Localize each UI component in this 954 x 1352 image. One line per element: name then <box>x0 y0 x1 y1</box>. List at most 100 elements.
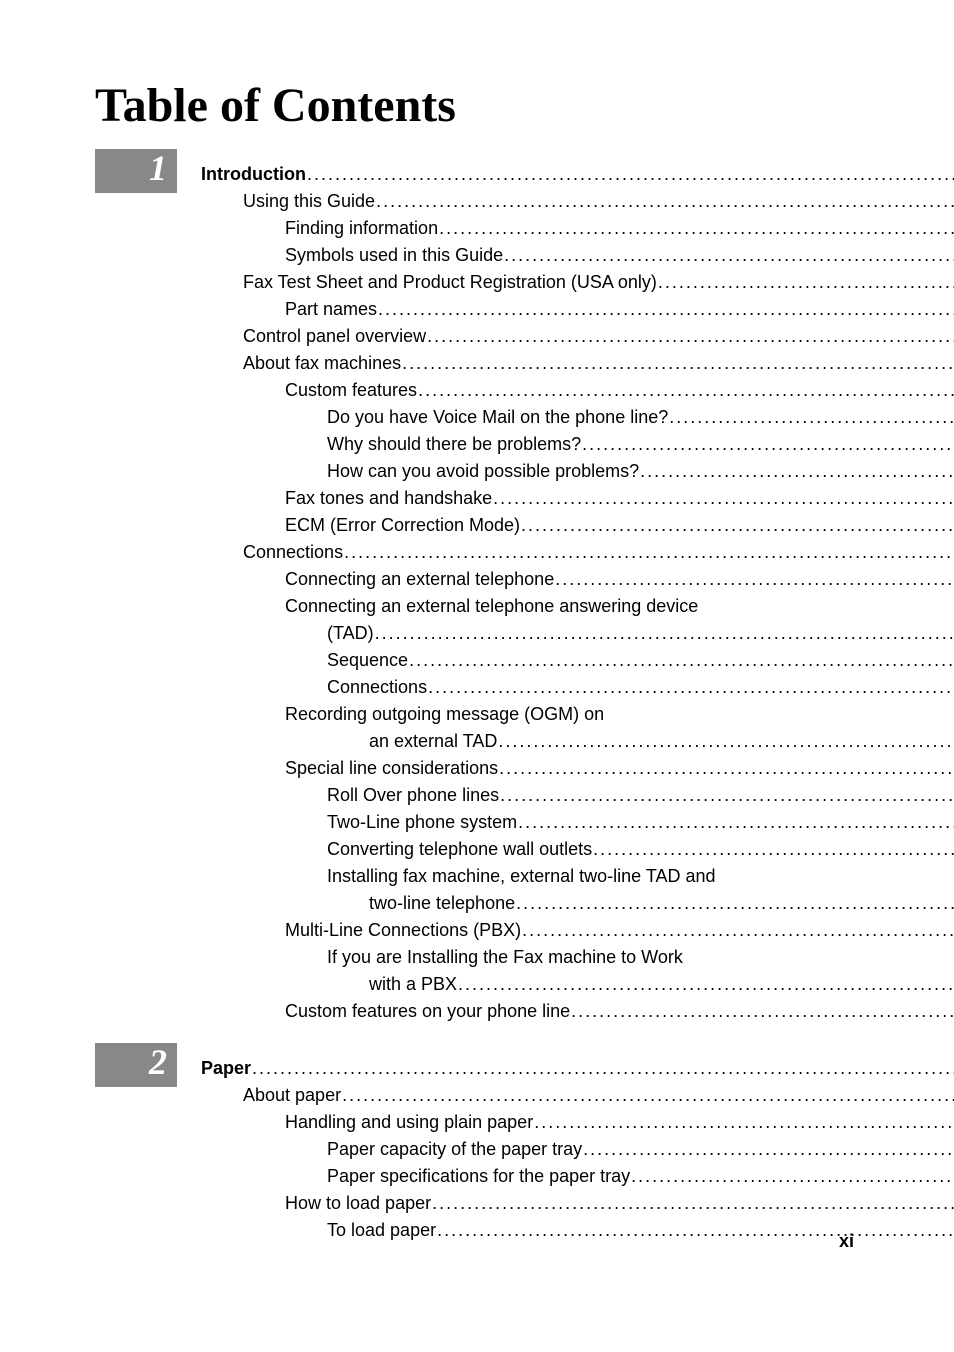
toc-entry: an external TAD 1-11 <box>201 728 954 755</box>
toc-leader-dots <box>498 728 954 755</box>
toc-entry: Special line considerations 1-12 <box>201 755 954 782</box>
toc-leader-dots <box>378 296 954 323</box>
toc-entry-label: Symbols used in this Guide <box>285 242 503 269</box>
document-page: Table of Contents 1Introduction 1-1Using… <box>0 0 954 1244</box>
toc-container: 1Introduction 1-1Using this Guide 1-1Fin… <box>95 149 859 1244</box>
toc-entry-label: ECM (Error Correction Mode) <box>285 512 520 539</box>
toc-leader-dots <box>427 323 954 350</box>
toc-entry: ECM (Error Correction Mode) 1-7 <box>201 512 954 539</box>
toc-entry-label: Finding information <box>285 215 438 242</box>
toc-leader-dots <box>418 377 954 404</box>
toc-entry-label: Custom features on your phone line <box>285 998 570 1025</box>
toc-entry: Do you have Voice Mail on the phone line… <box>201 404 954 431</box>
toc-entry-label: an external TAD <box>369 728 497 755</box>
toc-entry-label: About paper <box>243 1082 341 1109</box>
toc-entry: Two-Line phone system 1-12 <box>201 809 954 836</box>
toc-entry: Finding information 1-1 <box>201 215 954 242</box>
toc-entry: Recording outgoing message (OGM) on <box>201 701 954 728</box>
toc-leader-dots <box>631 1163 954 1190</box>
toc-entry: Installing fax machine, external two-lin… <box>201 863 954 890</box>
toc-entry: with a PBX 1-14 <box>201 971 954 998</box>
toc-leader-dots <box>402 350 954 377</box>
toc-entry: Sequence 1-9 <box>201 647 954 674</box>
toc-entry: Fax Test Sheet and Product Registration … <box>201 269 954 296</box>
toc-entry: Roll Over phone lines 1-12 <box>201 782 954 809</box>
toc-entry: Paper specifications for the paper tray … <box>201 1163 954 1190</box>
toc-leader-dots <box>432 1190 954 1217</box>
toc-leader-dots <box>583 1136 954 1163</box>
toc-leader-dots <box>593 836 954 863</box>
chapter-number: 2 <box>149 1041 167 1083</box>
toc-entry: Fax tones and handshake 1-7 <box>201 485 954 512</box>
toc-leader-dots <box>409 647 954 674</box>
toc-leader-dots <box>493 485 954 512</box>
toc-leader-dots <box>252 1055 954 1082</box>
chapter-block: 1Introduction 1-1Using this Guide 1-1Fin… <box>95 149 859 1025</box>
toc-entry-label: Converting telephone wall outlets <box>327 836 592 863</box>
toc-entry-label: with a PBX <box>369 971 457 998</box>
toc-entry-label: Introduction <box>201 161 306 188</box>
toc-entry: Connecting an external telephone 1-8 <box>201 566 954 593</box>
toc-list: Introduction 1-1Using this Guide 1-1Find… <box>201 149 954 1025</box>
toc-entry-label: Paper capacity of the paper tray <box>327 1136 582 1163</box>
toc-entry-label: Fax tones and handshake <box>285 485 492 512</box>
toc-leader-dots <box>534 1109 954 1136</box>
toc-entry: Converting telephone wall outlets 1-12 <box>201 836 954 863</box>
toc-entry-label: Handling and using plain paper <box>285 1109 533 1136</box>
toc-entry: Connections 1-10 <box>201 674 954 701</box>
toc-entry-label: Recording outgoing message (OGM) on <box>285 701 604 728</box>
toc-entry-label: Roll Over phone lines <box>327 782 499 809</box>
toc-leader-dots <box>582 431 954 458</box>
toc-leader-dots <box>342 1082 954 1109</box>
toc-entry-label: Sequence <box>327 647 408 674</box>
chapter-badge: 1 <box>95 149 177 193</box>
toc-entry-label: two-line telephone <box>369 890 515 917</box>
toc-entry-label: If you are Installing the Fax machine to… <box>327 944 683 971</box>
toc-entry: Introduction 1-1 <box>201 161 954 188</box>
toc-entry-label: Connections <box>243 539 343 566</box>
toc-leader-dots <box>522 917 954 944</box>
toc-leader-dots <box>376 188 954 215</box>
toc-leader-dots <box>428 674 954 701</box>
toc-entry-label: Control panel overview <box>243 323 426 350</box>
chapter-number: 1 <box>149 147 167 189</box>
toc-entry: Paper 2-1 <box>201 1055 954 1082</box>
toc-entry-label: Paper <box>201 1055 251 1082</box>
toc-entry: About paper 2-1 <box>201 1082 954 1109</box>
toc-entry-label: Paper specifications for the paper tray <box>327 1163 630 1190</box>
toc-leader-dots <box>500 782 954 809</box>
toc-leader-dots <box>375 620 954 647</box>
toc-entry-label: Using this Guide <box>243 188 375 215</box>
toc-leader-dots <box>307 161 954 188</box>
toc-leader-dots <box>640 458 954 485</box>
toc-entry: Symbols used in this Guide 1-1 <box>201 242 954 269</box>
toc-entry: Connecting an external telephone answeri… <box>201 593 954 620</box>
toc-entry: Connections 1-8 <box>201 539 954 566</box>
toc-leader-dots <box>521 512 954 539</box>
toc-leader-dots <box>439 215 954 242</box>
page-number: xi <box>839 1231 854 1252</box>
toc-leader-dots <box>571 998 954 1025</box>
toc-entry-label: Fax Test Sheet and Product Registration … <box>243 269 657 296</box>
toc-entry-label: Part names <box>285 296 377 323</box>
toc-entry-label: Connecting an external telephone answeri… <box>285 593 698 620</box>
toc-entry: Why should there be problems? 1-6 <box>201 431 954 458</box>
toc-entry: Paper capacity of the paper tray 2-1 <box>201 1136 954 1163</box>
toc-entry: Multi-Line Connections (PBX) 1-14 <box>201 917 954 944</box>
toc-entry-label: Installing fax machine, external two-lin… <box>327 863 716 890</box>
toc-entry-label: Connecting an external telephone <box>285 566 554 593</box>
toc-leader-dots <box>669 404 954 431</box>
toc-entry: How can you avoid possible problems? 1-6 <box>201 458 954 485</box>
toc-entry: Custom features on your phone line 1-14 <box>201 998 954 1025</box>
toc-leader-dots <box>516 890 954 917</box>
toc-entry: Part names 1-3 <box>201 296 954 323</box>
toc-entry-label: How can you avoid possible problems? <box>327 458 639 485</box>
toc-entry: About fax machines 1-6 <box>201 350 954 377</box>
toc-leader-dots <box>499 755 954 782</box>
toc-entry-label: Multi-Line Connections (PBX) <box>285 917 521 944</box>
toc-entry: (TAD) 1-9 <box>201 620 954 647</box>
toc-leader-dots <box>437 1217 954 1244</box>
toc-entry-label: Connections <box>327 674 427 701</box>
toc-leader-dots <box>658 269 954 296</box>
toc-leader-dots <box>344 539 954 566</box>
